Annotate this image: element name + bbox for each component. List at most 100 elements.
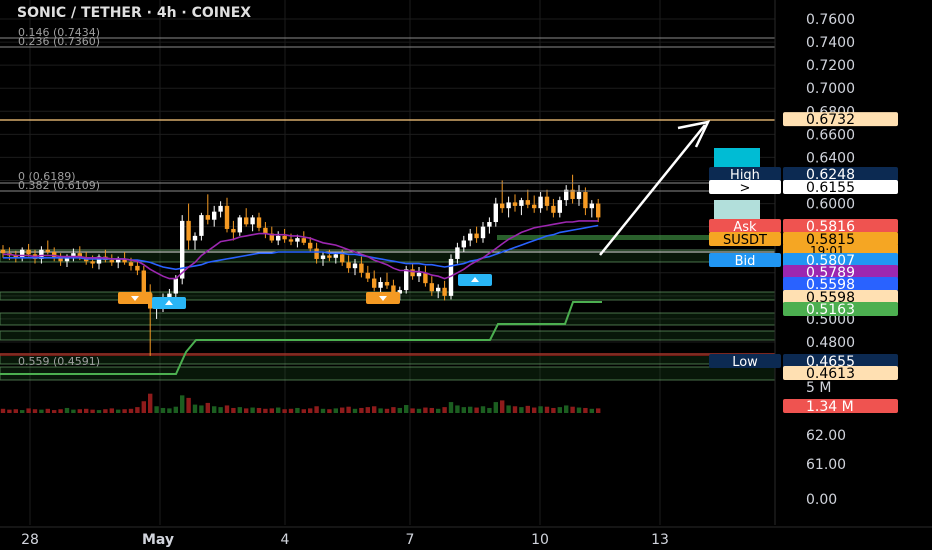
price-label: 0.5816 xyxy=(806,219,855,235)
volume-bar xyxy=(448,402,454,413)
candle-body xyxy=(320,255,326,259)
volume-label-bg xyxy=(783,399,898,413)
volume-bar xyxy=(173,406,178,413)
high-box xyxy=(714,148,760,168)
volume-bar xyxy=(416,408,422,413)
candle-body xyxy=(90,261,95,264)
volume-bar xyxy=(205,402,210,413)
price-tag-bg xyxy=(709,167,781,181)
volume-bar xyxy=(436,408,441,413)
volume-bar xyxy=(192,404,198,413)
candle-body xyxy=(423,272,428,284)
volume-bar xyxy=(39,409,44,413)
candle-body xyxy=(333,254,338,258)
volume-bar xyxy=(372,406,377,413)
volume-bar xyxy=(295,407,300,413)
candle-body xyxy=(128,262,134,266)
volume-bar xyxy=(564,405,569,413)
volume-bar xyxy=(71,409,76,413)
volume-bar xyxy=(52,410,57,413)
volume-bar xyxy=(116,409,121,413)
candle-body xyxy=(20,249,25,258)
volume-bar xyxy=(154,406,159,413)
price-tick: 0.7200 xyxy=(806,58,855,74)
volume-bar xyxy=(506,405,511,413)
price-tick: 0.4800 xyxy=(806,335,855,351)
candle-body xyxy=(583,192,588,209)
volume-bar xyxy=(263,408,268,413)
candle-body xyxy=(26,249,31,255)
volume-bar xyxy=(493,402,498,413)
volume-bar xyxy=(269,408,274,413)
price-tick: 0.7400 xyxy=(806,35,855,51)
candle-body xyxy=(551,205,556,213)
volume-bar xyxy=(570,406,575,413)
volume-bar xyxy=(160,407,166,413)
volume-bar xyxy=(410,408,415,413)
price-tick: 0.7000 xyxy=(806,81,855,97)
candle-body xyxy=(186,220,191,241)
candle-body xyxy=(352,263,358,269)
price-tick: 0.6000 xyxy=(806,197,855,213)
candle-body xyxy=(410,269,415,277)
chart-title: SONIC / TETHER · 4h · COINEX xyxy=(17,5,251,21)
volume-bar xyxy=(544,406,550,413)
candle-body xyxy=(314,248,319,259)
price-label-bg xyxy=(783,265,898,279)
candle-body xyxy=(384,282,390,286)
volume-bar xyxy=(0,408,6,413)
candle-body xyxy=(455,247,460,259)
volume-bar xyxy=(148,393,153,413)
volume-bar xyxy=(346,406,351,413)
volume-bar xyxy=(474,407,479,413)
volume-bar xyxy=(384,408,390,413)
volume-bar xyxy=(512,406,518,413)
candle-body xyxy=(250,217,255,225)
price-tick: 0.6400 xyxy=(806,150,855,166)
volume-bar xyxy=(109,408,114,413)
volume-bar xyxy=(589,408,594,413)
candle-body xyxy=(96,256,102,264)
candle-body xyxy=(391,285,396,294)
candle-body xyxy=(512,202,518,206)
candle-body xyxy=(468,233,473,241)
candle-body xyxy=(45,249,50,253)
candle-body xyxy=(538,196,543,209)
volume-bar xyxy=(397,407,402,413)
volume-bar xyxy=(180,395,185,413)
projection-arrow-head xyxy=(677,120,711,148)
overlays xyxy=(0,37,775,375)
volume-bar xyxy=(141,401,146,413)
price-label-bg xyxy=(783,167,898,181)
price-label: 0.5598 xyxy=(806,277,855,293)
candle-body xyxy=(372,278,377,288)
candle-body xyxy=(308,242,313,249)
candle-body xyxy=(199,215,204,236)
candle-body xyxy=(295,238,300,242)
candle-body xyxy=(564,189,569,201)
volume-bar xyxy=(231,407,236,413)
candle-body xyxy=(474,233,479,239)
candle-body xyxy=(532,204,537,209)
price-label-bg xyxy=(783,366,898,380)
price-tag-bg xyxy=(709,354,781,368)
red-zone xyxy=(0,353,775,356)
support-zone xyxy=(0,312,776,326)
osc-tick: 0.00 xyxy=(806,492,837,508)
time-tick: May xyxy=(142,532,174,548)
support-zone xyxy=(0,330,776,341)
volume-bar xyxy=(212,406,217,413)
candle-body xyxy=(429,283,434,292)
volume-bar xyxy=(7,409,12,413)
price-label-bg xyxy=(783,253,898,267)
price-tag: Ask xyxy=(733,220,757,235)
volume-bar xyxy=(276,407,281,413)
volume-bar xyxy=(340,407,345,413)
volume-tick: 5 M xyxy=(806,380,831,396)
volume-bar xyxy=(327,409,332,413)
volume-bar xyxy=(224,405,230,413)
sell-arrow-icon xyxy=(131,296,139,301)
ask-box xyxy=(714,200,760,222)
volume-bar xyxy=(45,408,50,413)
